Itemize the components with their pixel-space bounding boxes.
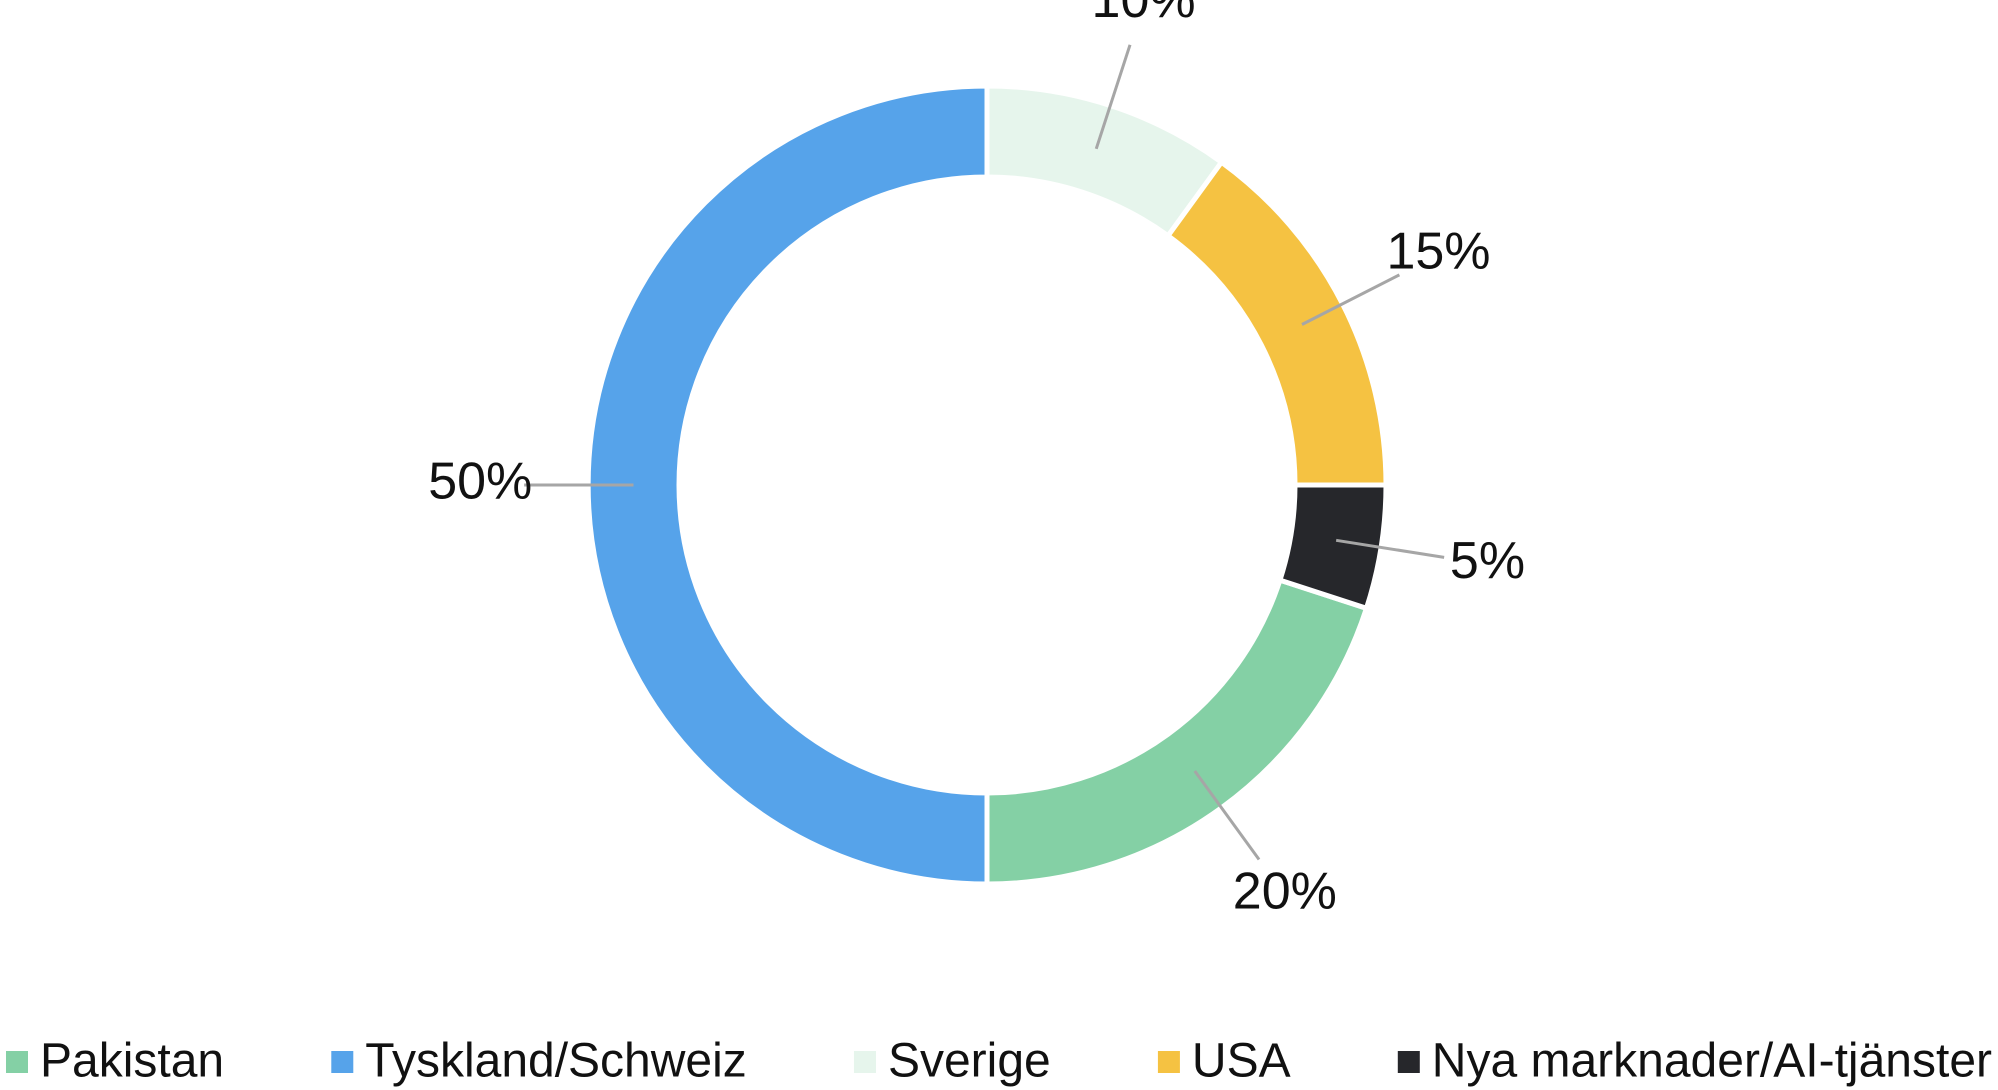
donut-segment xyxy=(984,577,1370,887)
legend-item: Nya marknader/AI-tjänster xyxy=(1397,1035,1992,1088)
leader-line xyxy=(1335,538,1445,559)
donut-segment xyxy=(585,83,990,887)
donut-segment xyxy=(1276,482,1389,612)
legend-item: Tyskland/Schweiz xyxy=(331,1035,747,1088)
legend-label: Sverige xyxy=(888,1035,1051,1088)
legend-marker xyxy=(1397,1051,1420,1073)
legend-label: Tyskland/Schweiz xyxy=(365,1035,747,1088)
data-label: 50% xyxy=(428,453,532,511)
leader-line xyxy=(1193,770,1261,861)
legend-marker xyxy=(331,1051,354,1073)
leader-line xyxy=(1094,44,1132,150)
donut-segment xyxy=(1164,158,1389,488)
data-label: 15% xyxy=(1386,223,1490,281)
legend-label: USA xyxy=(1192,1035,1291,1088)
legend-label: Pakistan xyxy=(40,1035,224,1088)
data-label: 20% xyxy=(1233,863,1337,921)
legend-item: Sverige xyxy=(853,1035,1051,1088)
legend-marker xyxy=(853,1051,876,1073)
legend-marker xyxy=(1157,1051,1180,1073)
data-label: 5% xyxy=(1450,532,1525,590)
data-label: 10% xyxy=(1092,0,1196,29)
legend-item: USA xyxy=(1157,1035,1291,1088)
legend-label: Nya marknader/AI-tjänster xyxy=(1432,1035,1992,1088)
legend-marker xyxy=(6,1051,28,1073)
legend-item: Pakistan xyxy=(6,1035,224,1088)
leader-line xyxy=(1301,273,1401,326)
